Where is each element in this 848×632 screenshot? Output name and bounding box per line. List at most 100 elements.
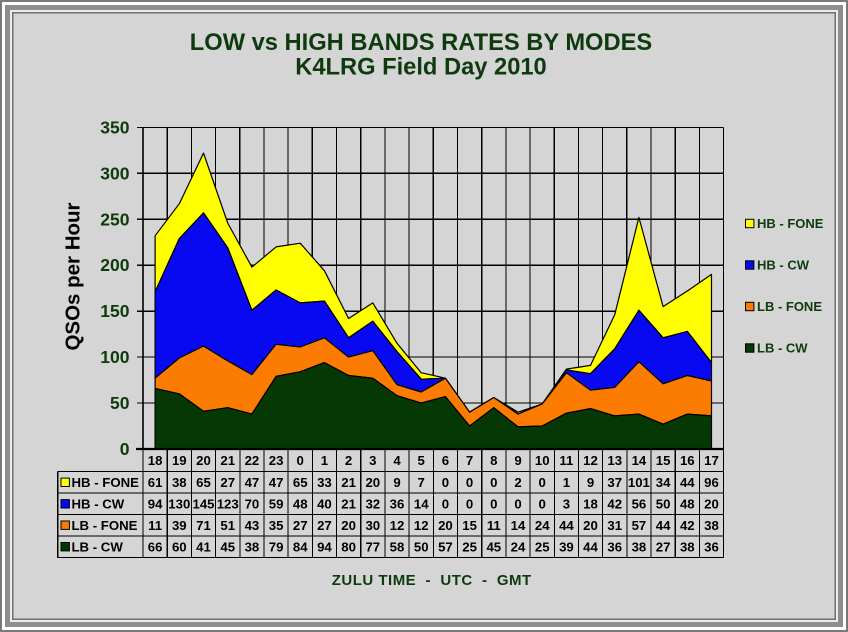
svg-text:0: 0 [442,475,449,490]
svg-text:13: 13 [607,453,622,468]
svg-text:42: 42 [607,497,622,512]
svg-text:45: 45 [220,540,235,555]
svg-text:15: 15 [462,518,477,533]
svg-text:20: 20 [438,518,453,533]
svg-text:44: 44 [656,518,671,533]
svg-text:45: 45 [486,540,501,555]
svg-text:36: 36 [390,497,405,512]
svg-text:7: 7 [418,475,425,490]
svg-text:58: 58 [390,540,405,555]
svg-text:0: 0 [539,497,546,512]
svg-text:33: 33 [317,475,332,490]
svg-text:150: 150 [100,301,129,321]
svg-text:59: 59 [269,497,284,512]
svg-text:20: 20 [583,518,598,533]
svg-text:20: 20 [196,453,211,468]
svg-text:50: 50 [656,497,671,512]
svg-text:36: 36 [704,540,719,555]
svg-text:123: 123 [217,497,239,512]
svg-text:200: 200 [100,255,129,275]
svg-text:10: 10 [535,453,550,468]
svg-text:0: 0 [490,497,497,512]
svg-text:14: 14 [632,453,647,468]
svg-text:30: 30 [365,518,380,533]
svg-text:27: 27 [317,518,332,533]
svg-text:LB - CW: LB - CW [72,540,124,555]
svg-text:39: 39 [559,540,574,555]
svg-text:250: 250 [100,209,129,229]
svg-text:38: 38 [245,540,260,555]
svg-text:LB - FONE: LB - FONE [72,518,138,533]
svg-text:18: 18 [583,497,598,512]
svg-text:14: 14 [511,518,526,533]
svg-text:3: 3 [369,453,376,468]
svg-text:27: 27 [293,518,308,533]
svg-text:24: 24 [535,518,550,533]
svg-text:18: 18 [148,453,163,468]
svg-text:96: 96 [704,475,719,490]
svg-text:20: 20 [704,497,719,512]
svg-text:94: 94 [148,497,163,512]
svg-text:LB - CW: LB - CW [757,341,808,356]
svg-text:K4LRG Field Day 2010: K4LRG Field Day 2010 [295,55,546,81]
svg-text:9: 9 [587,475,594,490]
svg-text:LOW vs HIGH BANDS RATES BY MOD: LOW vs HIGH BANDS RATES BY MODES [190,30,652,56]
svg-text:0: 0 [466,497,473,512]
svg-text:0: 0 [490,475,497,490]
svg-text:1: 1 [321,453,328,468]
svg-text:12: 12 [414,518,429,533]
svg-text:50: 50 [110,393,130,413]
svg-text:23: 23 [269,453,284,468]
svg-text:39: 39 [172,518,187,533]
svg-text:44: 44 [559,518,574,533]
svg-text:350: 350 [100,117,129,137]
svg-text:2: 2 [514,475,521,490]
svg-text:0: 0 [514,497,521,512]
svg-text:1: 1 [563,475,570,490]
svg-text:36: 36 [607,540,622,555]
svg-text:5: 5 [418,453,425,468]
svg-text:7: 7 [466,453,473,468]
svg-text:27: 27 [220,475,235,490]
svg-text:130: 130 [168,497,190,512]
svg-text:4: 4 [393,453,401,468]
svg-text:47: 47 [269,475,284,490]
svg-text:25: 25 [535,540,550,555]
svg-text:ZULU TIME - UTC - GMT: ZULU TIME - UTC - GMT [332,572,532,589]
svg-text:70: 70 [245,497,260,512]
svg-text:8: 8 [490,453,497,468]
svg-text:12: 12 [583,453,598,468]
svg-text:50: 50 [414,540,429,555]
svg-text:38: 38 [704,518,719,533]
svg-text:3: 3 [563,497,570,512]
svg-text:101: 101 [628,475,650,490]
svg-text:19: 19 [172,453,187,468]
svg-text:35: 35 [269,518,284,533]
svg-text:42: 42 [680,518,695,533]
svg-text:77: 77 [365,540,380,555]
svg-text:100: 100 [100,347,129,367]
svg-text:79: 79 [269,540,284,555]
svg-text:22: 22 [245,453,260,468]
svg-text:20: 20 [365,475,380,490]
svg-text:HB - FONE: HB - FONE [757,216,824,231]
svg-text:15: 15 [656,453,671,468]
svg-text:47: 47 [245,475,260,490]
svg-text:94: 94 [317,540,332,555]
svg-text:24: 24 [511,540,526,555]
svg-text:0: 0 [120,439,130,459]
svg-text:66: 66 [148,540,163,555]
svg-text:HB - CW: HB - CW [757,258,810,273]
svg-text:QSOs per Hour: QSOs per Hour [62,202,85,350]
svg-text:HB - FONE: HB - FONE [72,475,140,490]
svg-text:9: 9 [514,453,521,468]
svg-text:32: 32 [365,497,380,512]
svg-text:44: 44 [583,540,598,555]
svg-text:31: 31 [607,518,622,533]
svg-text:57: 57 [438,540,453,555]
svg-text:17: 17 [704,453,719,468]
svg-text:48: 48 [293,497,308,512]
svg-text:40: 40 [317,497,332,512]
svg-text:27: 27 [656,540,671,555]
svg-text:25: 25 [462,540,477,555]
